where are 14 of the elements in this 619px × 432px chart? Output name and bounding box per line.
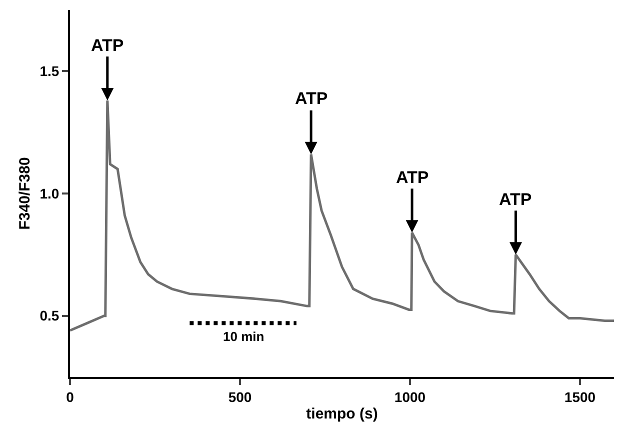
y-axis-title: F340/F380: [16, 157, 34, 230]
annotation: ATP: [396, 168, 429, 187]
x-tick-label: 1500: [564, 388, 596, 405]
annotation: ATP: [295, 89, 328, 108]
x-tick-label: 0: [66, 388, 74, 405]
x-tick-label: 1000: [394, 388, 426, 405]
y-tick-label: 0.5: [40, 308, 60, 324]
x-axis-title: tiempo (s): [306, 405, 378, 422]
annotation: ATP: [91, 36, 124, 55]
y-tick-label: 1.0: [40, 185, 60, 202]
y-tick-label: 1.5: [40, 63, 60, 80]
annotation: ATP: [499, 190, 532, 209]
annotation: 10 min: [223, 329, 264, 344]
x-tick-label: 500: [228, 388, 252, 405]
